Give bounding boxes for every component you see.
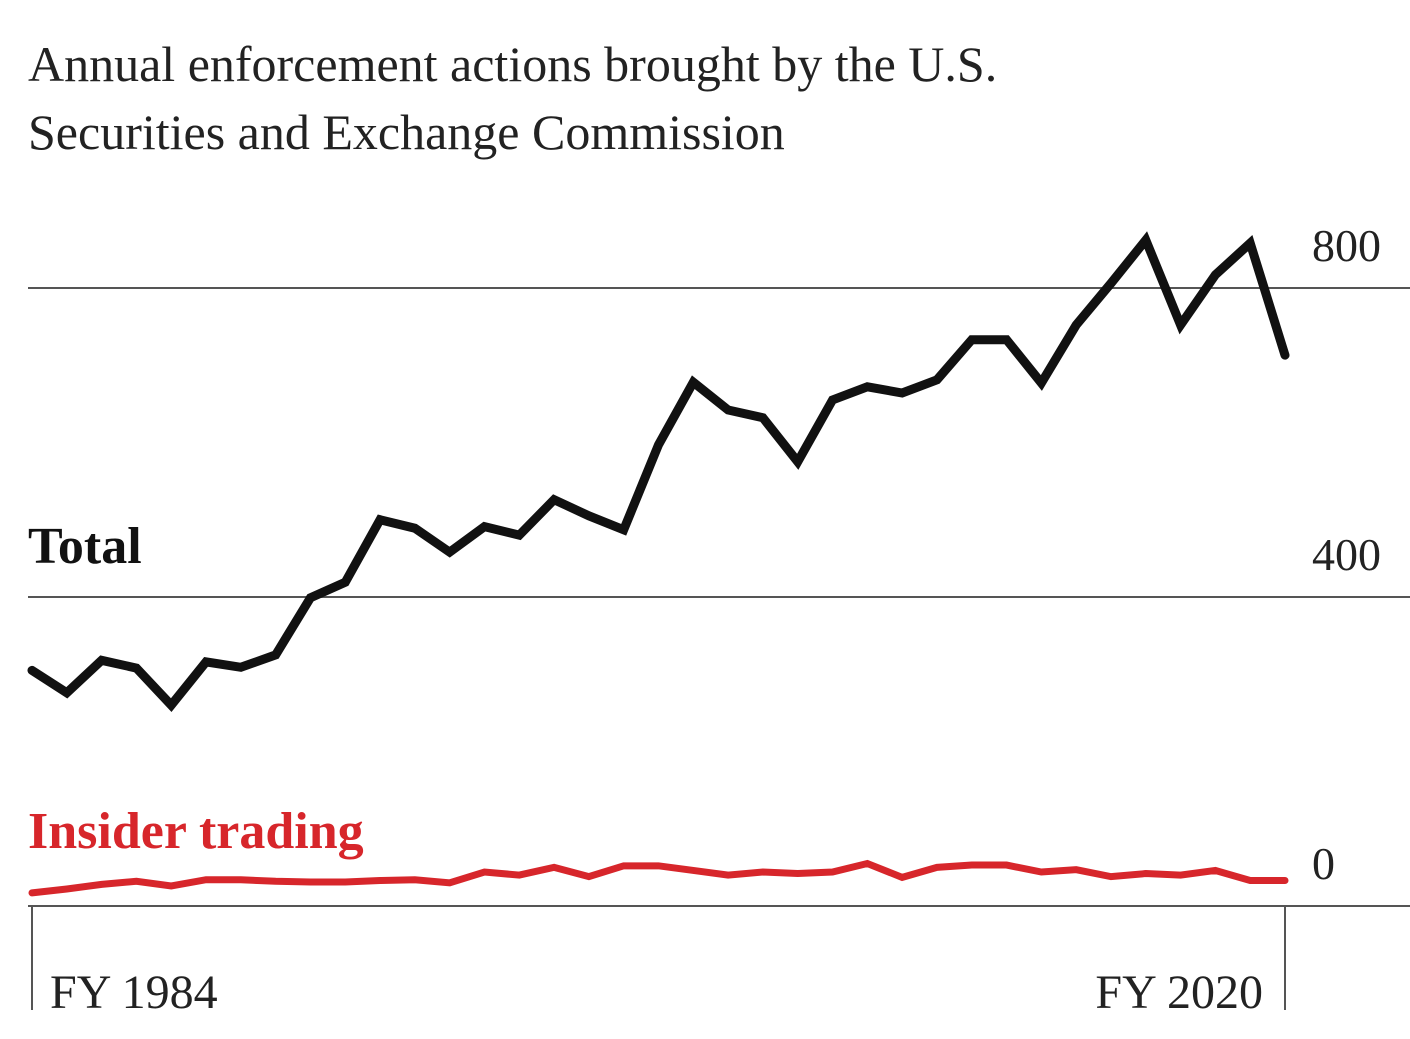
chart-title: Annual enforcement actions brought by th… <box>28 36 998 160</box>
series-label: Total <box>28 518 142 575</box>
y-tick-label: 800 <box>1312 220 1381 271</box>
series-line <box>28 859 1289 897</box>
series-label: Insider trading <box>28 803 364 860</box>
series-line <box>27 231 1290 712</box>
y-tick-label: 0 <box>1312 838 1335 889</box>
y-tick-label: 400 <box>1312 529 1381 580</box>
x-tick-label: FY 2020 <box>1095 966 1263 1019</box>
x-tick-label: FY 1984 <box>50 966 218 1019</box>
